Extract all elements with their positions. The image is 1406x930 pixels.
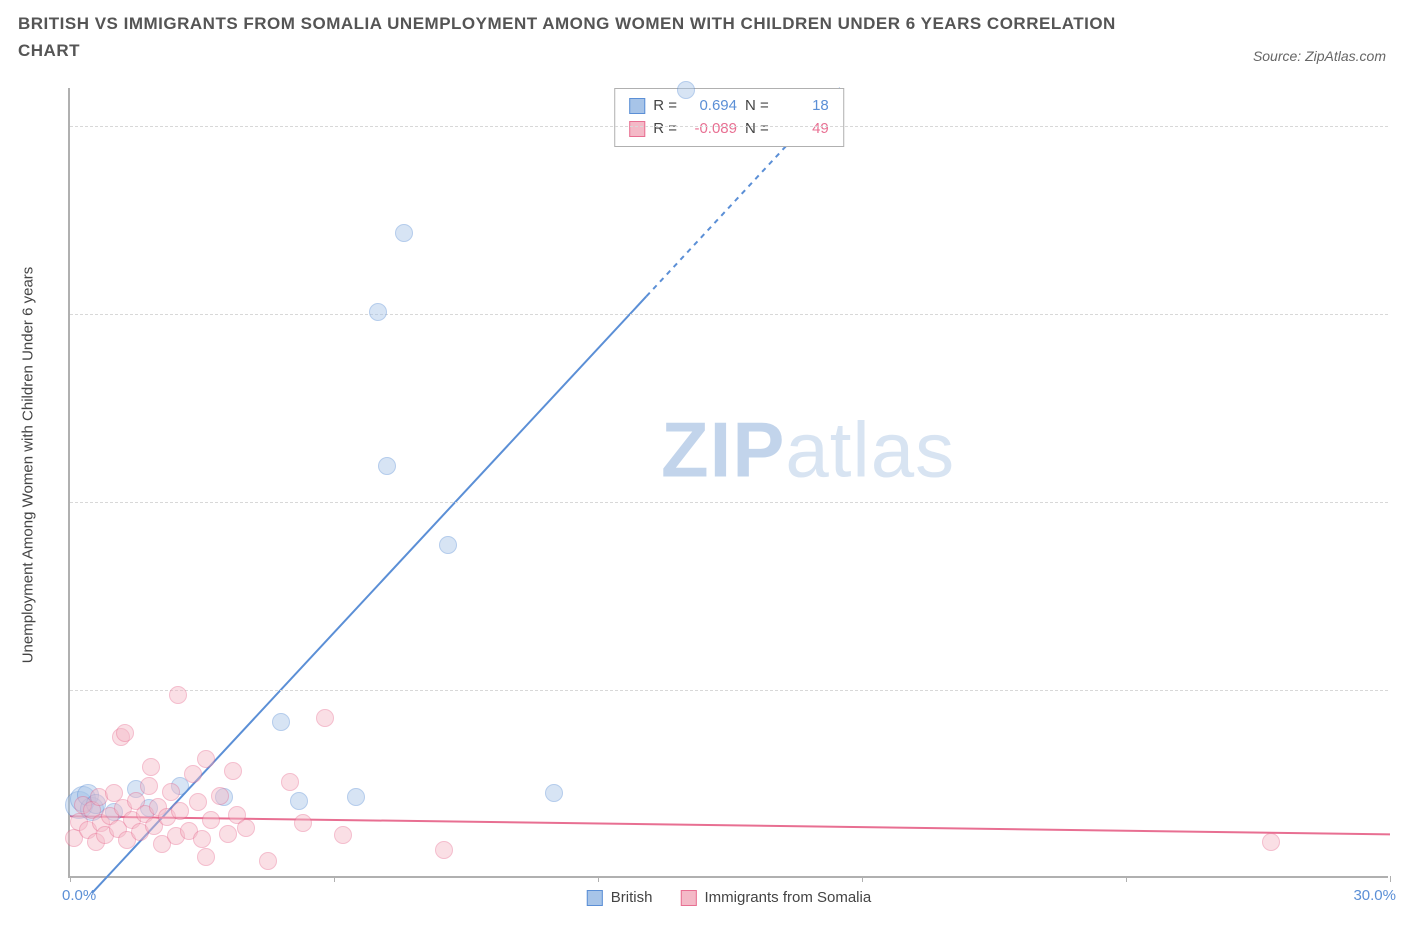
scatter-point	[142, 758, 160, 776]
n-value-0: 18	[777, 95, 829, 118]
scatter-point	[395, 224, 413, 242]
scatter-point	[316, 709, 334, 727]
n-label-0: N =	[745, 95, 769, 118]
scatter-point	[224, 762, 242, 780]
x-tick-mark	[334, 876, 335, 882]
chart-title: BRITISH VS IMMIGRANTS FROM SOMALIA UNEMP…	[18, 10, 1118, 64]
y-axis-title: Unemployment Among Women with Children U…	[20, 267, 37, 664]
gridline-h	[70, 690, 1388, 691]
title-area: BRITISH VS IMMIGRANTS FROM SOMALIA UNEMP…	[18, 10, 1388, 64]
legend-item-somalia: Immigrants from Somalia	[680, 889, 871, 906]
scatter-point	[439, 536, 457, 554]
source-attribution: Source: ZipAtlas.com	[1253, 48, 1386, 64]
x-tick-mark	[70, 876, 71, 882]
legend-swatch-somalia	[680, 890, 696, 906]
scatter-point	[197, 848, 215, 866]
scatter-point	[237, 819, 255, 837]
y-tick-label: 100.0%	[1398, 117, 1406, 134]
scatter-point	[290, 792, 308, 810]
scatter-point	[281, 773, 299, 791]
scatter-point	[334, 826, 352, 844]
scatter-point	[162, 783, 180, 801]
scatter-point	[294, 814, 312, 832]
legend: British Immigrants from Somalia	[587, 889, 871, 906]
n-label-1: N =	[745, 118, 769, 141]
legend-swatch-british	[587, 890, 603, 906]
y-tick-label: 50.0%	[1398, 493, 1406, 510]
scatter-point	[193, 830, 211, 848]
scatter-point	[171, 802, 189, 820]
scatter-point	[219, 825, 237, 843]
scatter-point	[369, 303, 387, 321]
x-tick-max: 30.0%	[1353, 887, 1396, 904]
gridline-h	[70, 126, 1388, 127]
trend-lines	[70, 88, 1388, 876]
scatter-point	[259, 852, 277, 870]
scatter-point	[272, 713, 290, 731]
x-tick-mark	[862, 876, 863, 882]
r-value-0: 0.694	[685, 95, 737, 118]
scatter-point	[169, 686, 187, 704]
swatch-british	[629, 98, 645, 114]
n-value-1: 49	[777, 118, 829, 141]
y-tick-label: 75.0%	[1398, 305, 1406, 322]
gridline-h	[70, 314, 1388, 315]
scatter-point	[202, 811, 220, 829]
legend-label-british: British	[611, 889, 653, 906]
y-tick-label: 25.0%	[1398, 681, 1406, 698]
trend-line-solid	[70, 816, 1390, 834]
scatter-point	[211, 787, 229, 805]
correlation-stats-box: R = 0.694 N = 18 R = -0.089 N = 49	[614, 88, 844, 147]
stats-row-somalia: R = -0.089 N = 49	[629, 118, 829, 141]
x-tick-mark	[598, 876, 599, 882]
scatter-point	[1262, 833, 1280, 851]
legend-label-somalia: Immigrants from Somalia	[704, 889, 871, 906]
scatter-point	[140, 777, 158, 795]
swatch-somalia	[629, 121, 645, 137]
scatter-point	[197, 750, 215, 768]
scatter-plot: ZIPatlas R = 0.694 N = 18 R = -0.089 N =…	[68, 88, 1388, 878]
scatter-point	[545, 784, 563, 802]
r-label-1: R =	[653, 118, 677, 141]
scatter-point	[189, 793, 207, 811]
x-tick-min: 0.0%	[62, 887, 96, 904]
scatter-point	[184, 765, 202, 783]
scatter-point	[378, 457, 396, 475]
scatter-point	[116, 724, 134, 742]
x-tick-mark	[1126, 876, 1127, 882]
gridline-h	[70, 502, 1388, 503]
stats-row-british: R = 0.694 N = 18	[629, 95, 829, 118]
scatter-point	[677, 81, 695, 99]
r-value-1: -0.089	[685, 118, 737, 141]
x-tick-mark	[1390, 876, 1391, 882]
scatter-point	[347, 788, 365, 806]
scatter-point	[435, 841, 453, 859]
legend-item-british: British	[587, 889, 653, 906]
r-label-0: R =	[653, 95, 677, 118]
